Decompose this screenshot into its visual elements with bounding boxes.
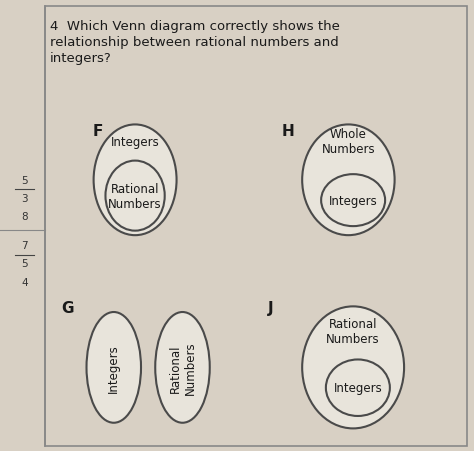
Text: J: J (268, 300, 273, 315)
Text: 5: 5 (21, 259, 28, 269)
Text: relationship between rational numbers and: relationship between rational numbers an… (50, 36, 338, 49)
Text: Rational
Numbers: Rational Numbers (168, 341, 197, 394)
Text: F: F (92, 124, 103, 139)
Text: Integers: Integers (329, 194, 377, 207)
Text: integers?: integers? (50, 52, 111, 65)
Text: 4: 4 (21, 277, 28, 287)
Ellipse shape (86, 312, 141, 423)
Text: Integers: Integers (334, 382, 382, 394)
Ellipse shape (155, 312, 210, 423)
Ellipse shape (302, 307, 404, 428)
Text: 5: 5 (21, 175, 28, 185)
Ellipse shape (326, 360, 390, 416)
Ellipse shape (302, 125, 394, 236)
Ellipse shape (93, 125, 176, 236)
Text: 8: 8 (21, 212, 28, 221)
Text: Rational
Numbers: Rational Numbers (108, 182, 162, 210)
Text: 7: 7 (21, 241, 28, 251)
Text: Rational
Numbers: Rational Numbers (326, 318, 380, 345)
Ellipse shape (321, 175, 385, 226)
Text: 3: 3 (21, 193, 28, 203)
Text: Integers: Integers (111, 136, 159, 148)
Ellipse shape (105, 161, 164, 231)
Text: Integers: Integers (107, 343, 120, 392)
Text: 4  Which Venn diagram correctly shows the: 4 Which Venn diagram correctly shows the (50, 20, 340, 33)
Text: Whole
Numbers: Whole Numbers (321, 128, 375, 156)
Text: G: G (62, 300, 74, 315)
Text: H: H (282, 124, 295, 139)
